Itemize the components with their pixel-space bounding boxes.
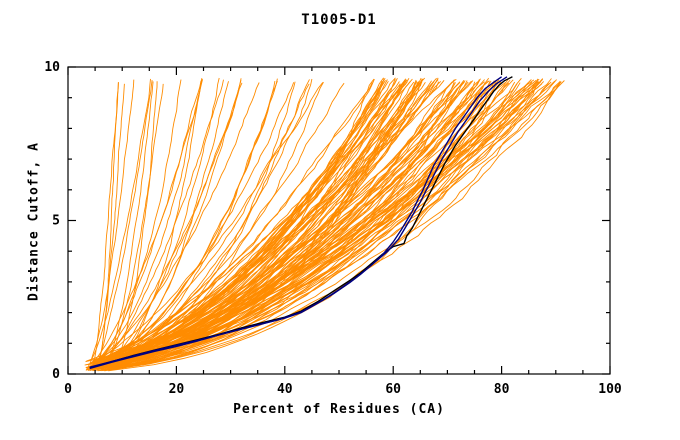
x-tick-label: 60 (385, 382, 401, 397)
y-tick-label: 0 (52, 367, 60, 382)
ensemble-curve (96, 79, 204, 362)
ensemble-curve (87, 82, 260, 366)
ensemble-curve (107, 77, 220, 367)
chart-title: T1005-D1 (301, 12, 377, 28)
ensemble-curve (106, 81, 154, 364)
ensemble-curve (94, 80, 202, 370)
x-tick-label: 20 (169, 382, 185, 397)
ensemble-curve (106, 82, 243, 366)
ensemble-curve (105, 83, 164, 367)
ensemble-curve (110, 81, 158, 371)
x-tick-label: 80 (494, 382, 510, 397)
ensemble-curve (111, 81, 420, 371)
ensemble-curve (95, 78, 375, 369)
ensemble-curve (92, 81, 435, 371)
ensemble-curve (90, 78, 151, 362)
ensemble-curve (99, 79, 397, 369)
ensemble-curve (106, 78, 423, 369)
ensemble-curve (104, 82, 455, 372)
ensemble-curve (106, 81, 562, 365)
ensemble-curve (92, 78, 552, 362)
y-tick-label: 5 (52, 214, 60, 229)
ensemble-curve (96, 82, 119, 371)
ensemble-curve (97, 79, 224, 369)
ensemble-curve (97, 83, 401, 367)
ensemble-curve (89, 81, 296, 371)
ensemble-curve (88, 78, 544, 369)
ensemble-curve (92, 81, 561, 372)
ensemble-curve (100, 81, 539, 365)
y-tick-label: 10 (44, 60, 60, 75)
ensemble-curve (90, 81, 276, 364)
ensemble-curve (109, 81, 516, 365)
x-axis-label: Percent of Residues (CA) (233, 402, 445, 417)
ensemble-curve (102, 81, 542, 371)
ensemble-curve (86, 80, 242, 370)
ensemble-curve (105, 80, 489, 364)
ensemble-curves (84, 77, 565, 372)
ensemble-curve (96, 83, 310, 367)
ensemble-curve (102, 80, 442, 365)
ensemble-curve (99, 81, 415, 371)
x-tick-label: 100 (598, 382, 622, 397)
ensemble-curve (96, 80, 153, 363)
ensemble-curve (109, 77, 490, 362)
x-tick-label: 40 (277, 382, 293, 397)
ensemble-curve (105, 79, 423, 369)
ensemble-curve (108, 80, 495, 370)
x-tick-label: 0 (64, 382, 72, 397)
highlight-curves (89, 76, 513, 370)
ensemble-curve (101, 78, 242, 368)
ensemble-curve (100, 80, 468, 370)
ensemble-curve (88, 80, 539, 371)
ensemble-curve (110, 78, 278, 368)
ensemble-curve (92, 83, 401, 367)
ensemble-curve (87, 79, 135, 369)
ensemble-curve (89, 82, 324, 366)
ensemble-curve (111, 78, 398, 368)
ensemble-curve (106, 80, 445, 364)
ensemble-curve (95, 80, 432, 364)
ensemble-curve (86, 80, 412, 370)
ensemble-curve (94, 79, 310, 363)
axes: 0 20 40 60 80 100 0 5 10 (44, 60, 622, 397)
ensemble-curve (93, 80, 278, 364)
highlight-curve-model-navy-2 (89, 76, 508, 368)
